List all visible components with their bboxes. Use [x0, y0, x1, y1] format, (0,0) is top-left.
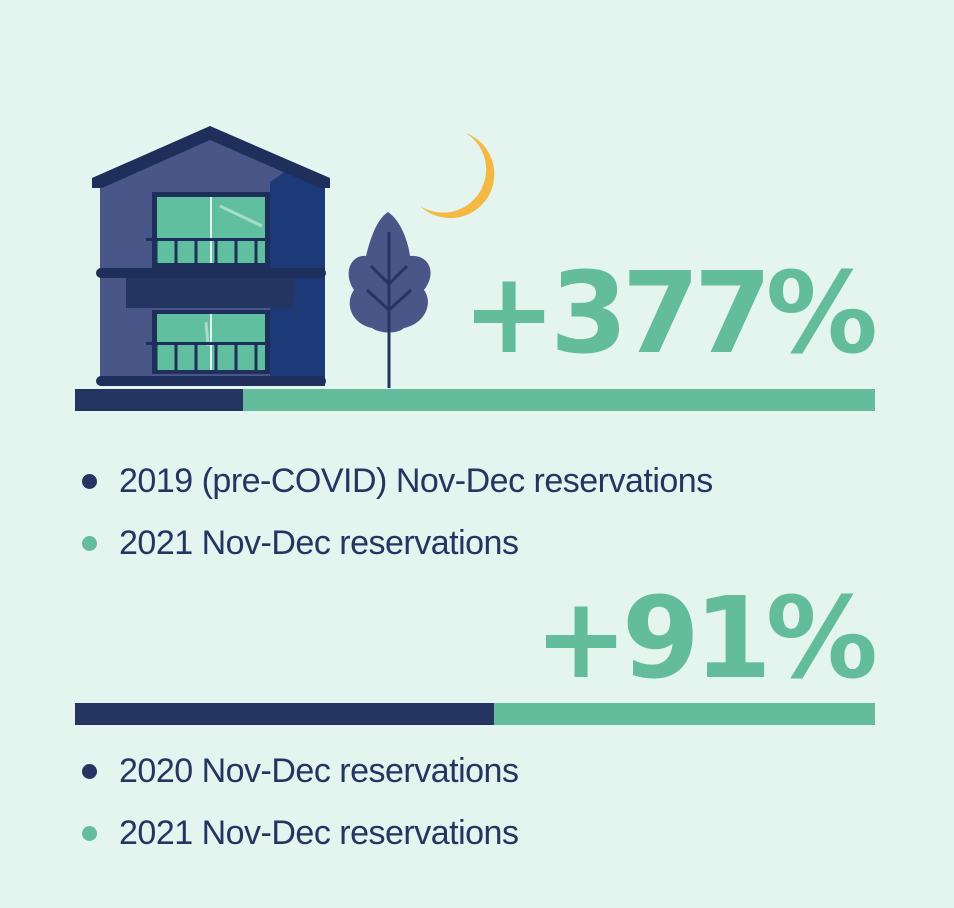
chart1-legend-item-growth: 2021 Nov-Dec reservations: [82, 524, 519, 563]
chart1-legend-item-base: 2019 (pre-COVID) Nov-Dec reservations: [82, 462, 713, 501]
legend-dot: [82, 826, 97, 841]
chart1-bar-segment-base: [75, 389, 243, 411]
chart2-bar: [75, 703, 875, 725]
chart1-percent-annotation: +377%: [462, 249, 878, 379]
legend-label: 2020 Nov-Dec reservations: [119, 752, 519, 790]
night-house-illustration: [92, 126, 495, 388]
legend-label: 2021 Nov-Dec reservations: [119, 814, 519, 852]
moon-icon: [420, 133, 495, 219]
tree-icon: [348, 212, 431, 388]
chart1-bar-segment-growth: [242, 389, 875, 411]
chart2-percent-annotation: +91%: [534, 574, 878, 704]
chart2-bar-segment-base: [75, 703, 494, 725]
legend-dot: [82, 474, 97, 489]
chart2-legend-item-growth: 2021 Nov-Dec reservations: [82, 814, 519, 853]
chart2-legend-item-base: 2020 Nov-Dec reservations: [82, 752, 519, 791]
house-icon: [92, 126, 330, 386]
legend-label: 2021 Nov-Dec reservations: [119, 524, 519, 562]
legend-label: 2019 (pre-COVID) Nov-Dec reservations: [119, 462, 713, 500]
chart2-bar-segment-growth: [493, 703, 875, 725]
legend-dot: [82, 764, 97, 779]
legend-dot: [82, 536, 97, 551]
chart1-bar: [75, 389, 875, 411]
